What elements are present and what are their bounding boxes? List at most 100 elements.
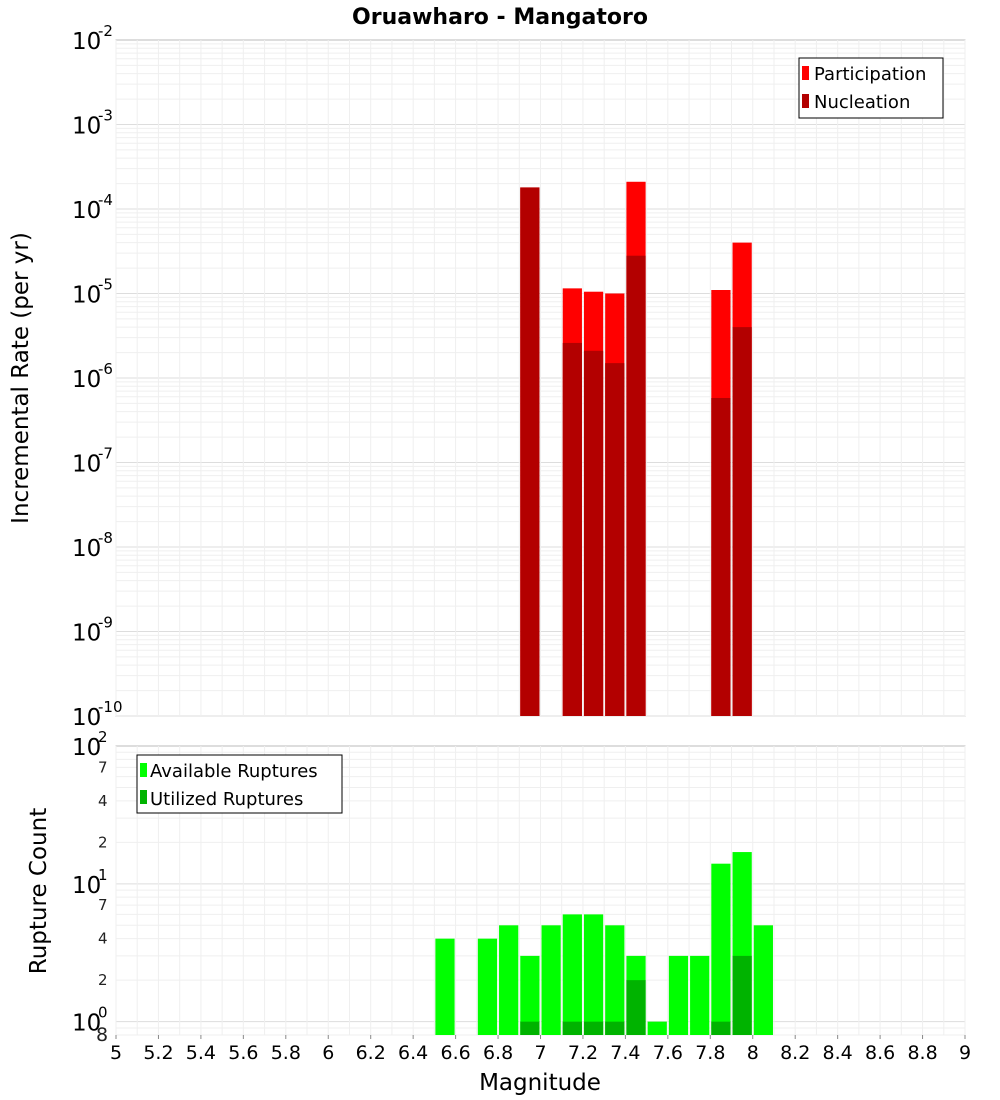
x-tick-label: 8.6	[865, 1042, 895, 1064]
utilized-ruptures-bar	[605, 1021, 625, 1035]
rate-plot-grid	[115, 40, 966, 717]
available-ruptures-bar	[562, 914, 582, 1035]
participation-legend-swatch	[802, 66, 809, 80]
x-tick-label: 7.2	[568, 1042, 598, 1064]
available-ruptures-legend-swatch	[140, 763, 147, 777]
rate-y-tick-exponent: -10	[98, 698, 123, 716]
x-tick-label: 8.2	[780, 1042, 810, 1064]
count-bars	[435, 852, 773, 1035]
x-tick-label: 8.4	[823, 1042, 853, 1064]
rate-legend: Participation Nucleation	[798, 57, 944, 119]
rate-y-tick-label: 10	[72, 367, 101, 393]
utilized-ruptures-bar	[583, 1021, 604, 1035]
rate-y-tick-label: 10	[72, 29, 101, 55]
utilized-ruptures-bar	[520, 1021, 540, 1035]
rate-bars	[520, 181, 752, 717]
x-tick-label: 5.2	[143, 1042, 173, 1064]
available-ruptures-bar	[690, 955, 710, 1035]
rate-y-tick-exponent: -8	[98, 529, 113, 547]
x-tick-label: 6.2	[356, 1042, 386, 1064]
x-tick-label: 9	[959, 1042, 971, 1064]
rate-y-axis-label: Incremental Rate (per yr)	[8, 232, 34, 524]
count-y-minor-tick-label: 4	[98, 930, 108, 948]
x-tick-label: 7.4	[610, 1042, 640, 1064]
nucleation-bar	[626, 255, 646, 716]
x-tick-label: 5.6	[228, 1042, 258, 1064]
chart-title: Oruawharo - Mangatoro	[352, 5, 648, 30]
rate-y-tick-label: 10	[72, 536, 101, 562]
x-tick-label: 8.8	[907, 1042, 937, 1064]
x-tick-label: 6.8	[483, 1042, 513, 1064]
rate-y-tick-label: 10	[72, 114, 101, 140]
available-ruptures-bar	[605, 925, 625, 1035]
count-y-minor-tick-label: 4	[98, 792, 108, 810]
rate-y-tick-exponent: -4	[98, 191, 113, 209]
count-y-tick-label: 10	[72, 1011, 101, 1037]
nucleation-bar	[583, 350, 604, 716]
count-y-tick-exponent: 0	[98, 1004, 108, 1022]
x-tick-label: 6.4	[398, 1042, 428, 1064]
rate-y-tick-exponent: -2	[98, 22, 113, 40]
available-ruptures-bar	[435, 938, 455, 1035]
available-ruptures-bar	[520, 955, 540, 1035]
nucleation-bar	[562, 342, 582, 716]
count-y-axis-label: Rupture Count	[26, 808, 52, 974]
rate-y-tick-label: 10	[72, 705, 101, 731]
utilized-ruptures-bar	[626, 980, 646, 1035]
x-tick-label: 6.6	[440, 1042, 470, 1064]
available-ruptures-bar	[668, 955, 689, 1035]
available-ruptures-legend-label: Available Ruptures	[150, 761, 318, 782]
utilized-ruptures-legend-swatch	[140, 790, 147, 804]
rate-legend-box	[798, 57, 944, 119]
x-tick-label: 8	[747, 1042, 759, 1064]
nucleation-legend-swatch	[802, 94, 809, 108]
utilized-ruptures-bar	[711, 1021, 731, 1035]
rate-y-tick-label: 10	[72, 198, 101, 224]
rate-y-tick-exponent: -5	[98, 276, 113, 294]
count-y-minor-tick-label: 2	[98, 971, 108, 989]
available-ruptures-bar	[711, 863, 731, 1035]
x-tick-label: 5.4	[186, 1042, 216, 1064]
count-y-tick-label: 10	[72, 735, 101, 761]
count-y-minor-tick-label: 7	[98, 758, 108, 776]
nucleation-bar	[711, 397, 731, 716]
available-ruptures-bar	[583, 914, 604, 1035]
x-tick-label: 5.8	[271, 1042, 301, 1064]
nucleation-bar	[605, 363, 625, 716]
rate-y-tick-exponent: -6	[98, 360, 113, 378]
count-legend-box	[136, 754, 343, 814]
count-y-tick-exponent: 2	[98, 728, 108, 746]
count-y-tick-exponent: 1	[98, 866, 108, 884]
utilized-ruptures-legend-label: Utilized Ruptures	[150, 789, 303, 810]
nucleation-legend-label: Nucleation	[814, 92, 910, 113]
x-tick-label: 7.6	[653, 1042, 683, 1064]
utilized-ruptures-bar	[562, 1021, 582, 1035]
utilized-ruptures-bar	[732, 955, 752, 1035]
rate-y-tick-label: 10	[72, 452, 101, 478]
available-ruptures-bar	[753, 925, 773, 1035]
count-y-tick-label: 10	[72, 873, 101, 899]
participation-legend-label: Participation	[814, 64, 926, 85]
x-tick-label: 5	[110, 1042, 122, 1064]
count-y-minor-tick-label: 8	[96, 1024, 108, 1046]
available-ruptures-bar	[541, 925, 561, 1035]
nucleation-bar	[520, 187, 540, 717]
count-y-minor-tick-label: 7	[98, 896, 108, 914]
x-tick-label: 6	[322, 1042, 334, 1064]
available-ruptures-bar	[647, 1021, 667, 1035]
count-y-minor-tick-label: 2	[98, 833, 108, 851]
x-axis-label: Magnitude	[479, 1070, 601, 1096]
x-axis-ticks: 5 5.2 5.4 5.6 5.8 6 6.2 6.4 6.6 6.8 7 7.2 7.4 7.6 7.8 8…	[110, 1035, 971, 1064]
rate-y-tick-exponent: -3	[98, 107, 113, 125]
x-tick-label: 7	[534, 1042, 546, 1064]
rate-y-tick-exponent: -9	[98, 614, 113, 632]
rate-y-tick-exponent: -7	[98, 445, 113, 463]
rate-y-tick-label: 10	[72, 283, 101, 309]
rate-y-tick-label: 10	[72, 621, 101, 647]
